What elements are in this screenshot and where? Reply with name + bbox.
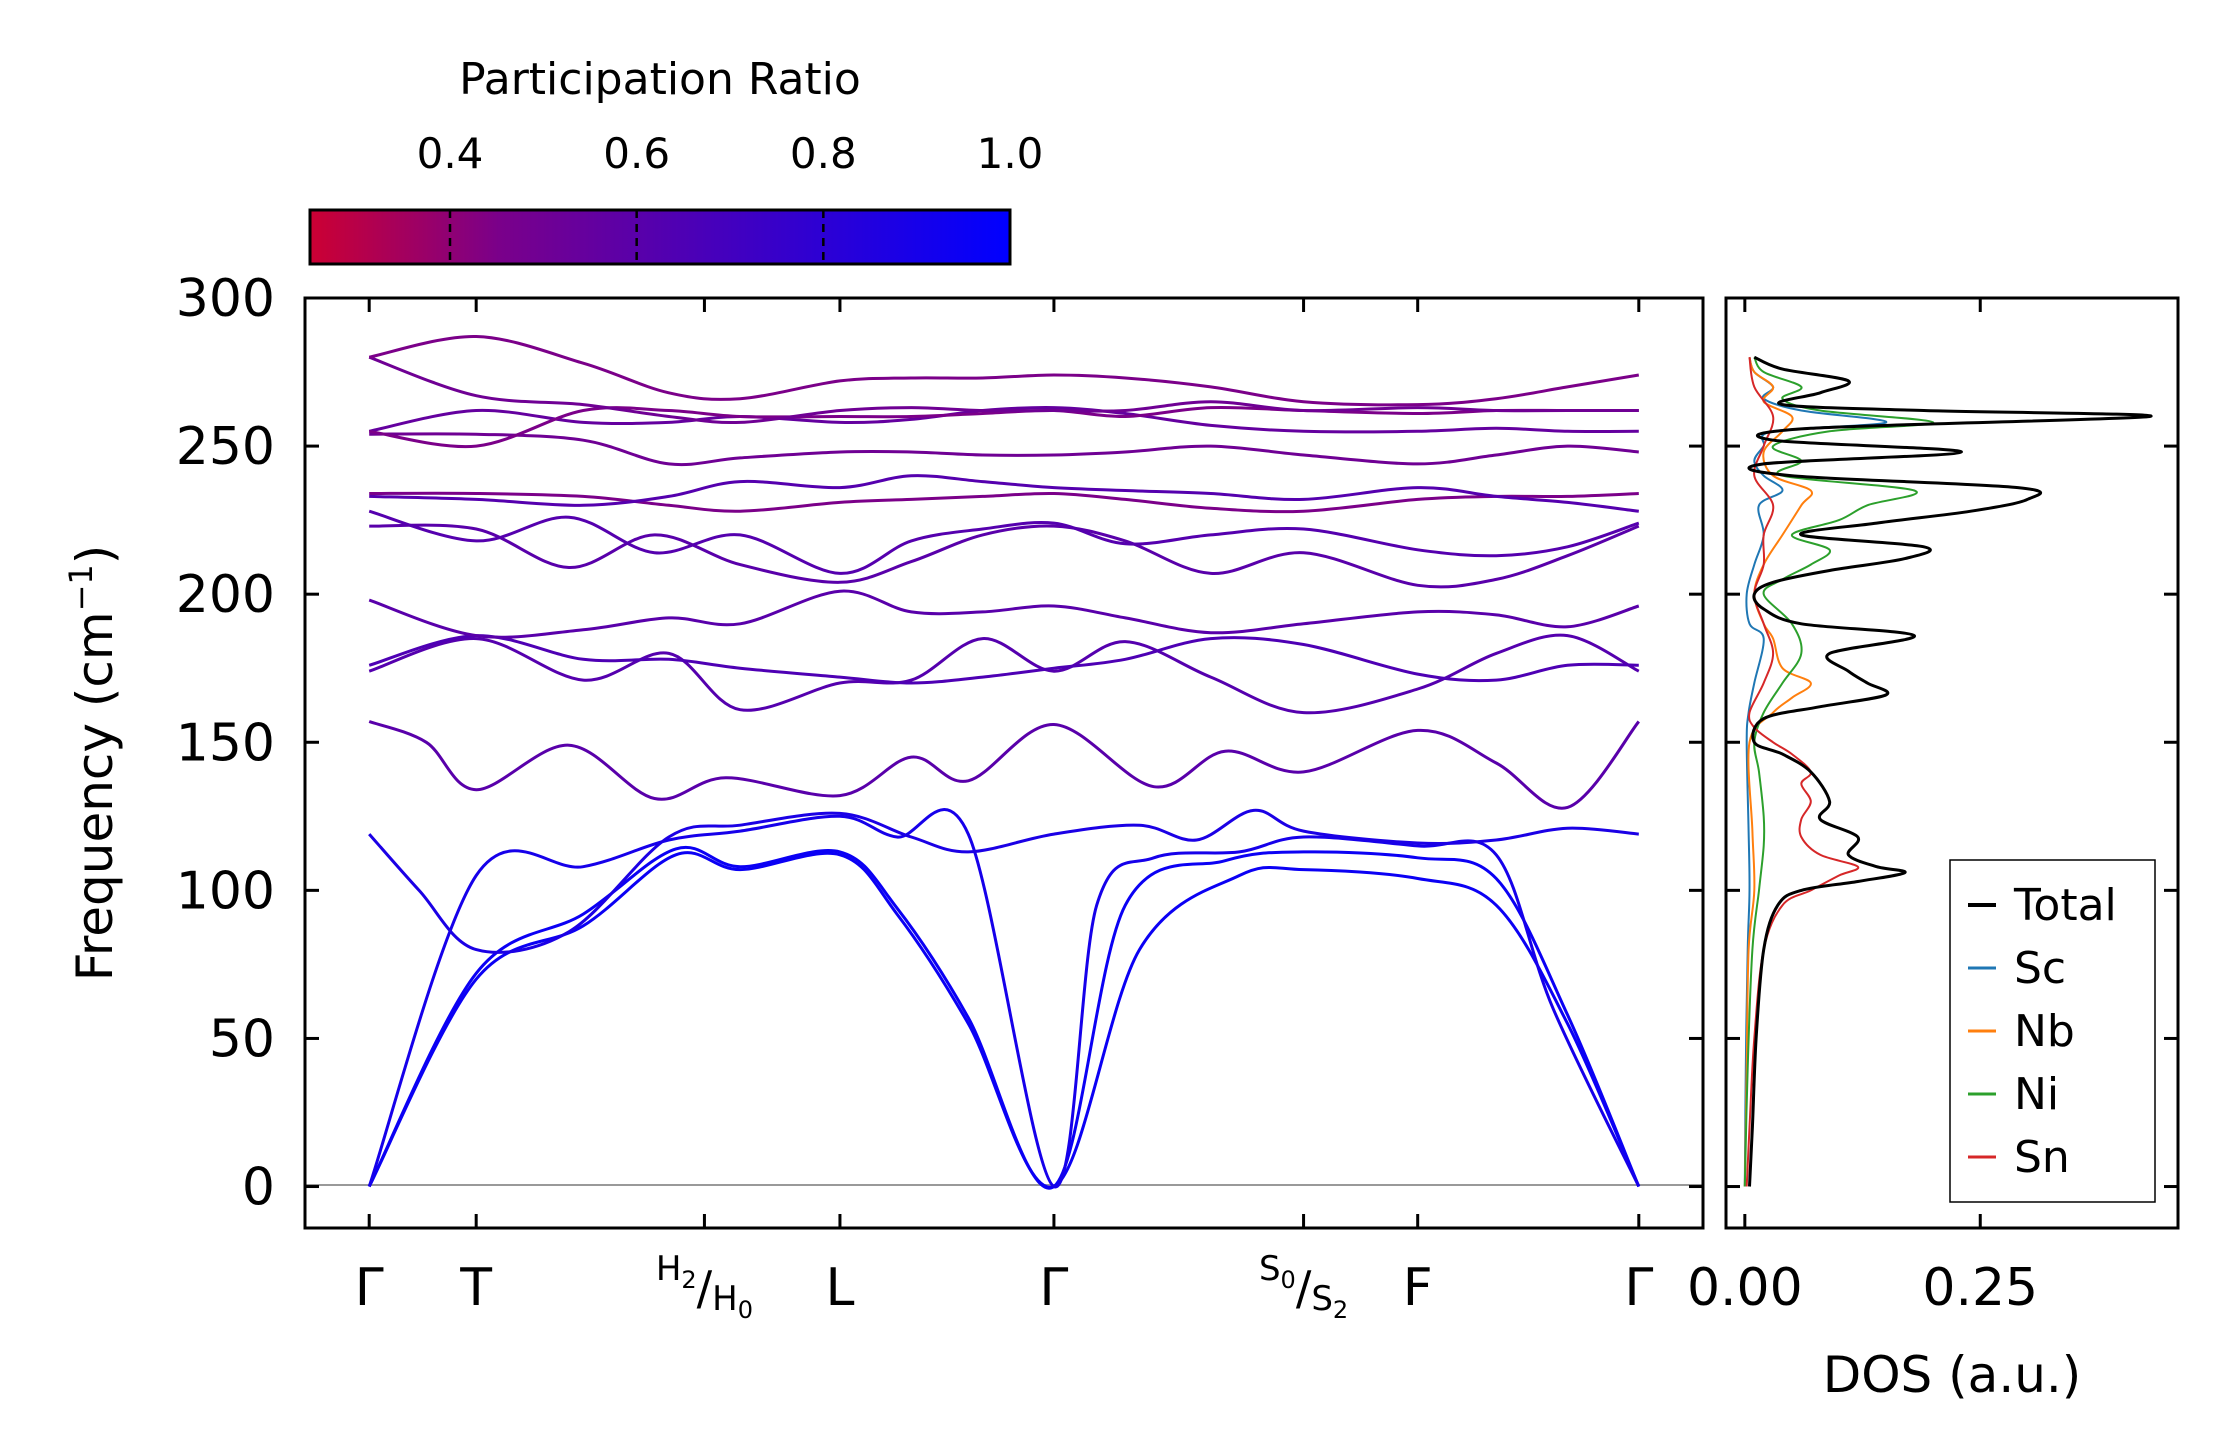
- kpoint-label: H2/H0: [656, 1249, 753, 1324]
- y-tick-label: 200: [176, 565, 275, 625]
- dos-curve-total: [1747, 355, 2153, 1187]
- colorbar-gradient: [308, 208, 1012, 266]
- legend-label-ni: Ni: [2014, 1069, 2059, 1120]
- kpoint-label-sub: 2: [1333, 1296, 1348, 1324]
- dos-x-tick-label: 0.00: [1687, 1258, 1803, 1318]
- band-optic-119: [368, 808, 1639, 954]
- band-optic-174b: [368, 634, 1639, 685]
- dos-x-tick-label: 0.25: [1922, 1258, 2038, 1318]
- band-optic-268: [368, 355, 1639, 425]
- colorbar: Participation Ratio 0.4 0.6 0.8 1.0: [308, 54, 1044, 266]
- frequency-axis-label: Frequency (cm−1): [62, 545, 124, 982]
- band-acoustic-2: [367, 845, 1641, 1190]
- colorbar-tick-label: 0.6: [603, 129, 670, 178]
- band-optic-280: [368, 334, 1640, 407]
- band-optic-234: [369, 491, 1639, 514]
- y-tick-label: 100: [176, 861, 275, 921]
- dos-curve-sn: [1745, 357, 1860, 1187]
- frequency-axis-ticks: 0 50 100 150 200 250 300: [176, 269, 1703, 1218]
- kpoint-label: F: [1403, 1258, 1433, 1318]
- dos-axis-label: DOS (a.u.): [1823, 1346, 2082, 1404]
- kpoint-label: T: [459, 1258, 492, 1318]
- legend-label-sn: Sn: [2014, 1132, 2070, 1183]
- dos-curve-ni: [1743, 356, 1935, 1187]
- kpoint-label: Γ: [355, 1258, 384, 1318]
- colorbar-tick-label: 0.8: [790, 129, 857, 178]
- y-tick-label: 250: [176, 417, 275, 477]
- kpoint-label: Γ: [1624, 1258, 1653, 1318]
- band-optic-223a: [369, 523, 1640, 589]
- colorbar-tick-label: 0.4: [417, 129, 484, 178]
- band-acoustic-3: [367, 808, 1641, 1189]
- dos-curve-sc: [1743, 356, 1888, 1187]
- frequency-axis-label-close: ): [66, 545, 124, 565]
- band-optic-157: [368, 720, 1640, 810]
- phonon-bands: [367, 334, 1641, 1190]
- y-tick-label: 0: [242, 1158, 275, 1218]
- kpoint-label-sub: 0: [1281, 1266, 1296, 1294]
- colorbar-ticks: 0.4 0.6 0.8 1.0: [417, 129, 1044, 264]
- kpoint-label-sub: 2: [681, 1266, 696, 1294]
- band-axes-frame: [303, 296, 1705, 1230]
- dos-curves: [1743, 355, 2153, 1187]
- frequency-axis-label-exponent: −1: [62, 564, 100, 611]
- dos-axes-frame: [1724, 296, 2180, 1230]
- kpoint-label: L: [825, 1258, 854, 1318]
- kpoint-labels: Γ T H2/H0 L Γ S0/S2 F Γ: [355, 1249, 1654, 1324]
- band-acoustic-1: [367, 851, 1641, 1189]
- colorbar-title: Participation Ratio: [459, 54, 861, 105]
- band-optic-223b: [368, 509, 1640, 575]
- band-optic-236: [369, 474, 1639, 513]
- kpoint-ticks: [367, 298, 1641, 1228]
- kpoint-label-part: H: [656, 1249, 682, 1289]
- kpoint-label-slash: /: [1296, 1261, 1312, 1315]
- band-optic-260: [368, 406, 1639, 434]
- legend-label-sc: Sc: [2014, 943, 2066, 994]
- dos-legend: Total Sc Nb Ni Sn: [1949, 859, 2156, 1203]
- kpoint-label-part: S: [1259, 1249, 1281, 1289]
- colorbar-tick-label: 1.0: [977, 129, 1044, 178]
- frequency-axis-label-text: Frequency (cm: [66, 611, 124, 981]
- band-optic-262: [368, 405, 1639, 449]
- y-tick-label: 300: [176, 269, 275, 329]
- band-optic-198: [368, 589, 1640, 639]
- y-tick-label: 150: [176, 713, 275, 773]
- legend-label-total: Total: [2013, 880, 2117, 931]
- band-optic-255: [369, 432, 1639, 467]
- kpoint-label: S0/S2: [1259, 1249, 1348, 1324]
- kpoint-label-part: S: [1311, 1279, 1333, 1319]
- y-tick-label: 50: [209, 1009, 275, 1069]
- kpoint-label-sub: 0: [738, 1296, 753, 1324]
- kpoint-label-part: H: [712, 1279, 738, 1319]
- kpoint-label-slash: /: [697, 1261, 713, 1315]
- dos-panel: 0.00 0.25 DOS (a.u.) Total Sc Nb Ni Sn: [1687, 296, 2180, 1404]
- kpoint-label: Γ: [1039, 1258, 1068, 1318]
- legend-label-nb: Nb: [2014, 1006, 2075, 1057]
- dos-axis-ticks: 0.00 0.25: [1687, 296, 2178, 1318]
